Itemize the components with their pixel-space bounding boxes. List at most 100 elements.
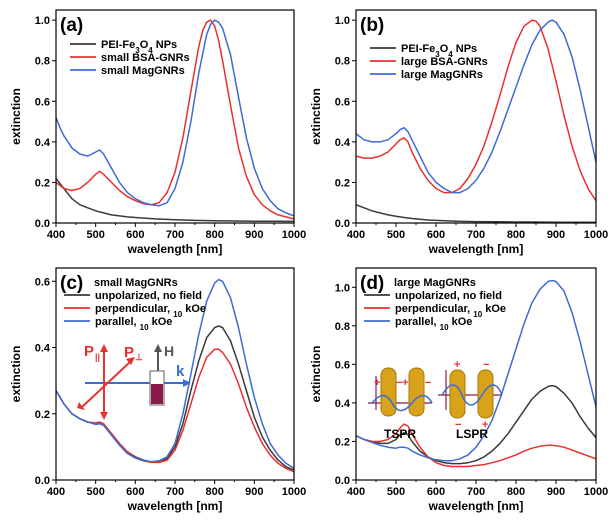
h-arrowhead <box>154 344 162 352</box>
legend-label: parallel, 10 kOe <box>395 316 472 332</box>
legend-title: small MagGNRs <box>94 277 178 289</box>
x-tick-label: 900 <box>547 486 565 498</box>
x-tick-label: 700 <box>166 229 184 241</box>
x-tick-label: 1000 <box>584 486 608 498</box>
legend-label: unpolarized, no field <box>395 290 502 302</box>
cuvette-liquid <box>151 384 163 404</box>
x-tick-label: 800 <box>205 229 223 241</box>
tspr-label: TSPR <box>384 427 416 441</box>
p-parallel-arrowhead-bottom <box>100 412 108 420</box>
x-tick-label: 500 <box>387 486 405 498</box>
tspr-minus-1: − <box>396 377 402 389</box>
panel-label: (c) <box>60 273 83 294</box>
x-tick-label: 900 <box>547 229 565 241</box>
x-tick-label: 700 <box>166 486 184 498</box>
h-label: H <box>164 343 174 359</box>
series-line-3 <box>56 19 294 217</box>
lspr-wave-icon <box>441 384 503 406</box>
x-tick-label: 800 <box>507 229 525 241</box>
lspr-plus-2: + <box>482 419 488 431</box>
tspr-minus-2: − <box>425 377 431 389</box>
x-tick-label: 700 <box>467 486 485 498</box>
y-axis-title: extinction <box>309 88 323 145</box>
x-tick-label: 400 <box>347 486 365 498</box>
p-perp-label: P <box>124 344 134 361</box>
y-axis-title: extinction <box>9 346 23 403</box>
plot-frame <box>355 9 597 224</box>
series-line-3 <box>356 279 596 462</box>
y-tick-label: 0.0 <box>335 475 350 487</box>
lspr-plus-1: + <box>454 359 460 371</box>
x-tick-label: 1000 <box>584 229 608 241</box>
p-parallel-arrowhead-top <box>100 344 108 352</box>
x-tick-label: 800 <box>507 486 525 498</box>
x-tick-label: 400 <box>47 486 65 498</box>
y-tick-label: 0.2 <box>35 409 50 421</box>
tspr-nanorod-icon-1 <box>380 367 397 417</box>
series-line-3 <box>56 278 294 470</box>
x-tick-label: 400 <box>47 229 65 241</box>
p-parallel-subscript: || <box>95 352 100 362</box>
lspr-minus-1: − <box>455 419 461 431</box>
tspr-plus-1: + <box>374 377 380 389</box>
x-tick-label: 600 <box>427 229 445 241</box>
legend-label: perpendicular, 10 kOe <box>395 303 506 319</box>
y-tick-label: 0.0 <box>35 218 50 230</box>
lspr-minus-2: − <box>483 359 489 371</box>
inset-d-schematic: + − + − TSPR + − − + LSPR <box>368 359 503 441</box>
x-tick-label: 500 <box>86 229 104 241</box>
series-line-2 <box>56 19 294 220</box>
x-tick-label: 800 <box>205 486 223 498</box>
chart-panel-4: 400 500 600 700 800 900 1000 0.0 0.2 0.4 0.6 0.8 1.0… <box>309 267 608 513</box>
y-tick-label: 0.4 <box>35 137 51 149</box>
y-tick-label: 0.2 <box>335 177 350 189</box>
y-tick-label: 0.4 <box>335 137 351 149</box>
series-line-1 <box>356 204 596 223</box>
x-axis-title: wavelength [nm] <box>428 242 524 256</box>
panel-label: (b) <box>360 15 384 36</box>
y-tick-label: 1.0 <box>335 282 350 294</box>
series-line-2 <box>356 19 596 202</box>
chart-panel-2: 400 500 600 700 800 900 1000 0.0 0.2 0.4 0.6 0.8 1.0… <box>309 9 608 256</box>
legend-label: large BSA-GNRs <box>401 56 488 68</box>
y-tick-label: 0.6 <box>335 359 350 371</box>
chart-panels: 400 500 600 700 800 900 1000 0.0 0.2 0.4 0.6 0.8 1.0… <box>9 9 608 513</box>
tspr-nanorod-icon-2 <box>408 367 425 417</box>
legend-label: small BSA-GNRs <box>101 52 190 64</box>
x-axis-title: wavelength [nm] <box>428 499 524 513</box>
y-tick-label: 0.0 <box>335 218 350 230</box>
x-tick-label: 500 <box>387 229 405 241</box>
y-tick-label: 0.8 <box>35 56 50 68</box>
legend-title: large MagGNRs <box>394 277 476 289</box>
tspr-plus-2: + <box>402 377 408 389</box>
legend-label: PEI-Fe3O4 NPs <box>401 43 477 59</box>
x-axis-title: wavelength [nm] <box>127 499 223 513</box>
y-tick-label: 0.6 <box>335 96 350 108</box>
legend-label: large MagGNRs <box>401 69 483 81</box>
x-tick-label: 600 <box>126 486 144 498</box>
y-tick-label: 0.6 <box>35 96 50 108</box>
series-line-3 <box>356 19 596 194</box>
x-tick-label: 600 <box>427 486 445 498</box>
legend-label: PEI-Fe3O4 NPs <box>101 39 177 55</box>
k-arrowhead <box>183 379 191 387</box>
series-line-1 <box>56 177 294 223</box>
chart-panel-1: 400 500 600 700 800 900 1000 0.0 0.2 0.4 0.6 0.8 1.0… <box>9 9 306 256</box>
tspr-wave-icon <box>371 394 433 412</box>
x-tick-label: 900 <box>245 229 263 241</box>
chart-panel-3: 400 500 600 700 800 900 1000 0.0 0.2 0.4 0.6 wavele… <box>9 267 306 513</box>
y-tick-label: 1.0 <box>335 15 350 27</box>
x-tick-label: 1000 <box>282 486 306 498</box>
inset-c-schematic: k P || P ⊥ H <box>77 343 191 420</box>
y-tick-label: 0.2 <box>335 436 350 448</box>
legend-label: perpendicular, 10 kOe <box>95 303 206 319</box>
y-tick-label: 0.0 <box>35 475 50 487</box>
y-tick-label: 0.6 <box>35 276 50 288</box>
y-tick-label: 0.8 <box>335 56 350 68</box>
panel-label: (a) <box>60 15 83 36</box>
y-tick-label: 0.4 <box>35 343 51 355</box>
p-perp-subscript: ⊥ <box>135 352 143 362</box>
x-tick-label: 900 <box>245 486 263 498</box>
x-tick-label: 600 <box>126 229 144 241</box>
